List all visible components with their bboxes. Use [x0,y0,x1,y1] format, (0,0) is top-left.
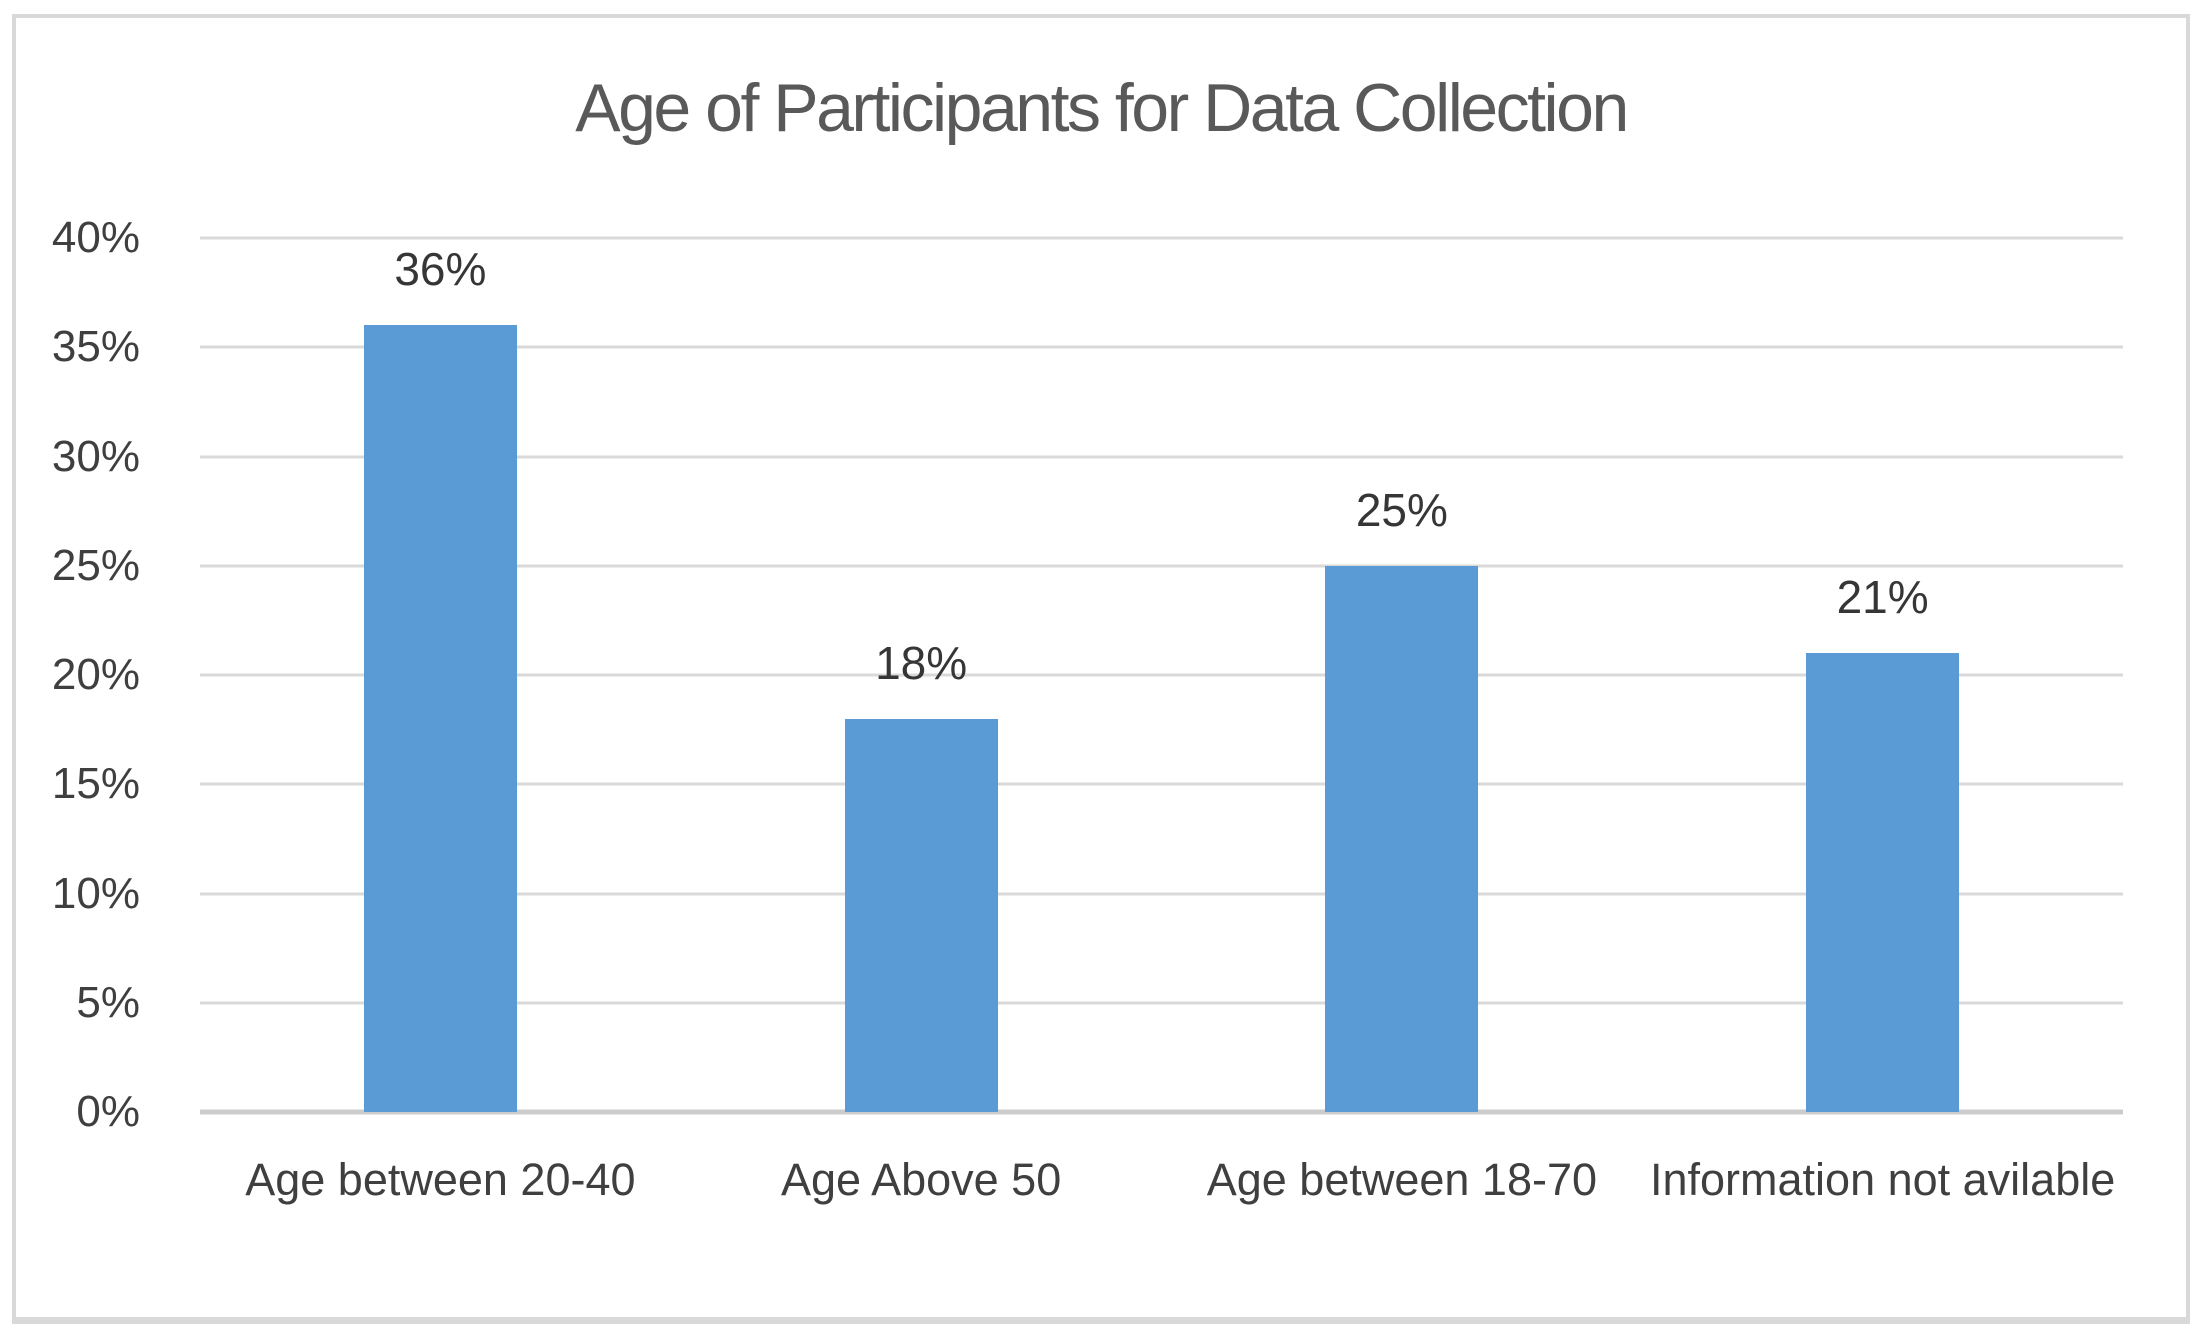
gridline [200,345,2123,349]
y-tick-label: 15% [51,759,140,809]
y-tick-label: 0% [76,1087,140,1136]
y-tick-label: 5% [76,977,140,1027]
y-tick-label: 30% [51,431,140,481]
x-category-label: Age between 20-40 [245,1154,636,1205]
gridline [200,455,2123,458]
x-category-label: Age between 18-70 [1206,1154,1598,1205]
bar [1325,565,1479,1112]
gridline [200,782,2123,786]
gridline [200,892,2123,895]
bar-data-label: 36% [394,243,487,296]
gridline [200,673,2123,677]
bar [1806,653,1960,1112]
bar-data-label: 25% [1355,483,1448,536]
x-category-label: Information not avilable [1649,1154,2116,1205]
gridline [200,564,2123,568]
gridline [200,1001,2123,1005]
bar [363,325,517,1112]
plot-area: 36% 18% 25% 21% [200,236,2123,1115]
y-axis: 40% 35% 30% 25% 20% 15% 10% 5% 0% [0,213,150,1136]
bar-data-label: 21% [1836,571,1929,624]
x-axis-line [200,1109,2123,1115]
x-category-label: Age Above 50 [781,1154,1062,1205]
chart-title: Age of Participants for Data Collection [575,70,1629,146]
y-tick-label: 35% [51,322,140,372]
bar [844,718,998,1112]
y-tick-label: 20% [51,650,140,699]
gridline [200,236,2123,240]
y-tick-label: 25% [51,540,140,590]
y-tick-label: 40% [51,213,140,262]
x-axis: Age between 20-40 Age Above 50 Age between… [200,1143,2123,1313]
bar-data-label: 18% [875,636,968,689]
y-tick-label: 10% [51,868,140,918]
